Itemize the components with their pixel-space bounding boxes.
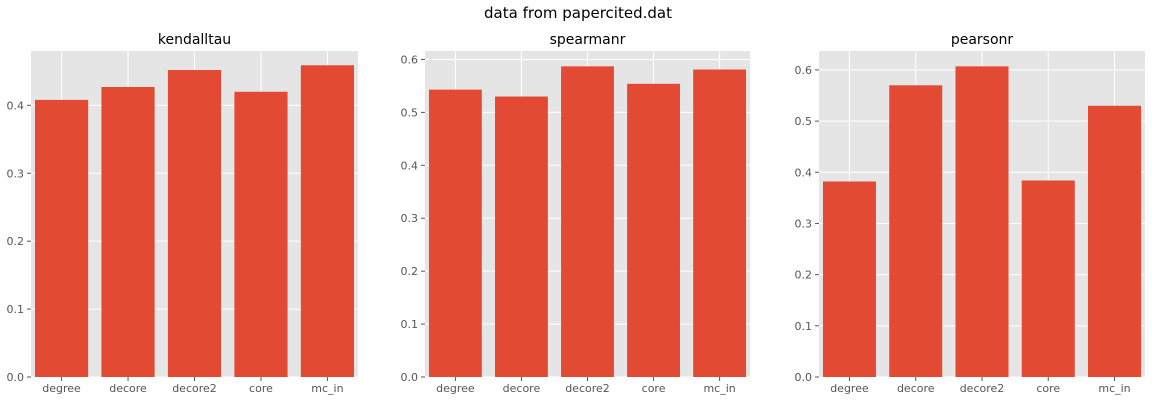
- bar-decore2: [955, 66, 1009, 378]
- y-tick-label: 0.3: [795, 217, 813, 230]
- x-tick-label: decore2: [960, 382, 1005, 395]
- chart-panel-spearmanr: 0.0 0.1 0.2 0.3 0.4 0.5 0.6 degree decore decore2…: [401, 32, 750, 395]
- y-tick-label: 0.2: [795, 269, 813, 282]
- chart-panel-kendalltau: 0.0 0.1 0.2 0.3 0.4 degree decore decore2 core mc…: [7, 32, 358, 395]
- y-tick-label: 0.4: [795, 166, 813, 179]
- x-tick-label: degree: [42, 382, 81, 395]
- bar-mc_in: [1088, 105, 1142, 377]
- x-tick-label: decore: [109, 382, 147, 395]
- y-tick-label: 0.0: [795, 371, 813, 384]
- y-tick-label: 0.1: [7, 303, 25, 316]
- x-tick-label: mc_in: [311, 382, 343, 395]
- bar-mc_in: [693, 69, 747, 377]
- chart-title: spearmanr: [550, 32, 626, 48]
- chart-title: kendalltau: [158, 32, 231, 48]
- bar-decore: [495, 96, 548, 377]
- chart-title: pearsonr: [951, 32, 1014, 48]
- y-tick-label: 0.5: [795, 115, 813, 128]
- bar-mc_in: [300, 65, 355, 377]
- x-tick-label: core: [642, 382, 666, 395]
- bar-degree: [822, 181, 876, 377]
- x-tick-label: decore2: [565, 382, 610, 395]
- figure-suptitle: data from papercited.dat: [484, 4, 672, 22]
- bar-decore: [101, 86, 155, 377]
- bar-decore2: [561, 66, 614, 377]
- y-tick-label: 0.1: [401, 318, 419, 331]
- x-tick-label: core: [249, 382, 273, 395]
- y-tick-label: 0.2: [401, 265, 419, 278]
- x-tick-label: decore: [503, 382, 541, 395]
- x-tick-label: mc_in: [1098, 382, 1130, 395]
- y-tick-label: 0.0: [401, 371, 419, 384]
- bar-decore2: [167, 70, 222, 378]
- x-tick-label: degree: [436, 382, 475, 395]
- y-tick-label: 0.4: [401, 159, 419, 172]
- y-tick-label: 0.3: [401, 212, 419, 225]
- y-tick-label: 0.5: [401, 106, 419, 119]
- y-tick-label: 0.4: [7, 99, 25, 112]
- x-tick-label: decore: [897, 382, 935, 395]
- y-tick-label: 0.3: [7, 167, 25, 180]
- bar-decore: [889, 85, 943, 378]
- bar-core: [627, 83, 680, 377]
- chart-panel-pearsonr: 0.0 0.1 0.2 0.3 0.4 0.5 0.6 degree decore decore2…: [795, 32, 1145, 395]
- x-tick-label: mc_in: [703, 382, 735, 395]
- bar-degree: [34, 99, 89, 378]
- bar-core: [1021, 180, 1075, 377]
- bar-degree: [428, 89, 482, 377]
- y-tick-label: 0.6: [401, 53, 419, 66]
- y-tick-label: 0.6: [795, 64, 813, 77]
- y-tick-label: 0.0: [7, 371, 25, 384]
- x-tick-label: degree: [830, 382, 869, 395]
- bar-core: [234, 91, 288, 377]
- y-tick-label: 0.1: [795, 320, 813, 333]
- x-tick-label: core: [1036, 382, 1060, 395]
- x-tick-label: decore2: [172, 382, 217, 395]
- y-tick-label: 0.2: [7, 235, 25, 248]
